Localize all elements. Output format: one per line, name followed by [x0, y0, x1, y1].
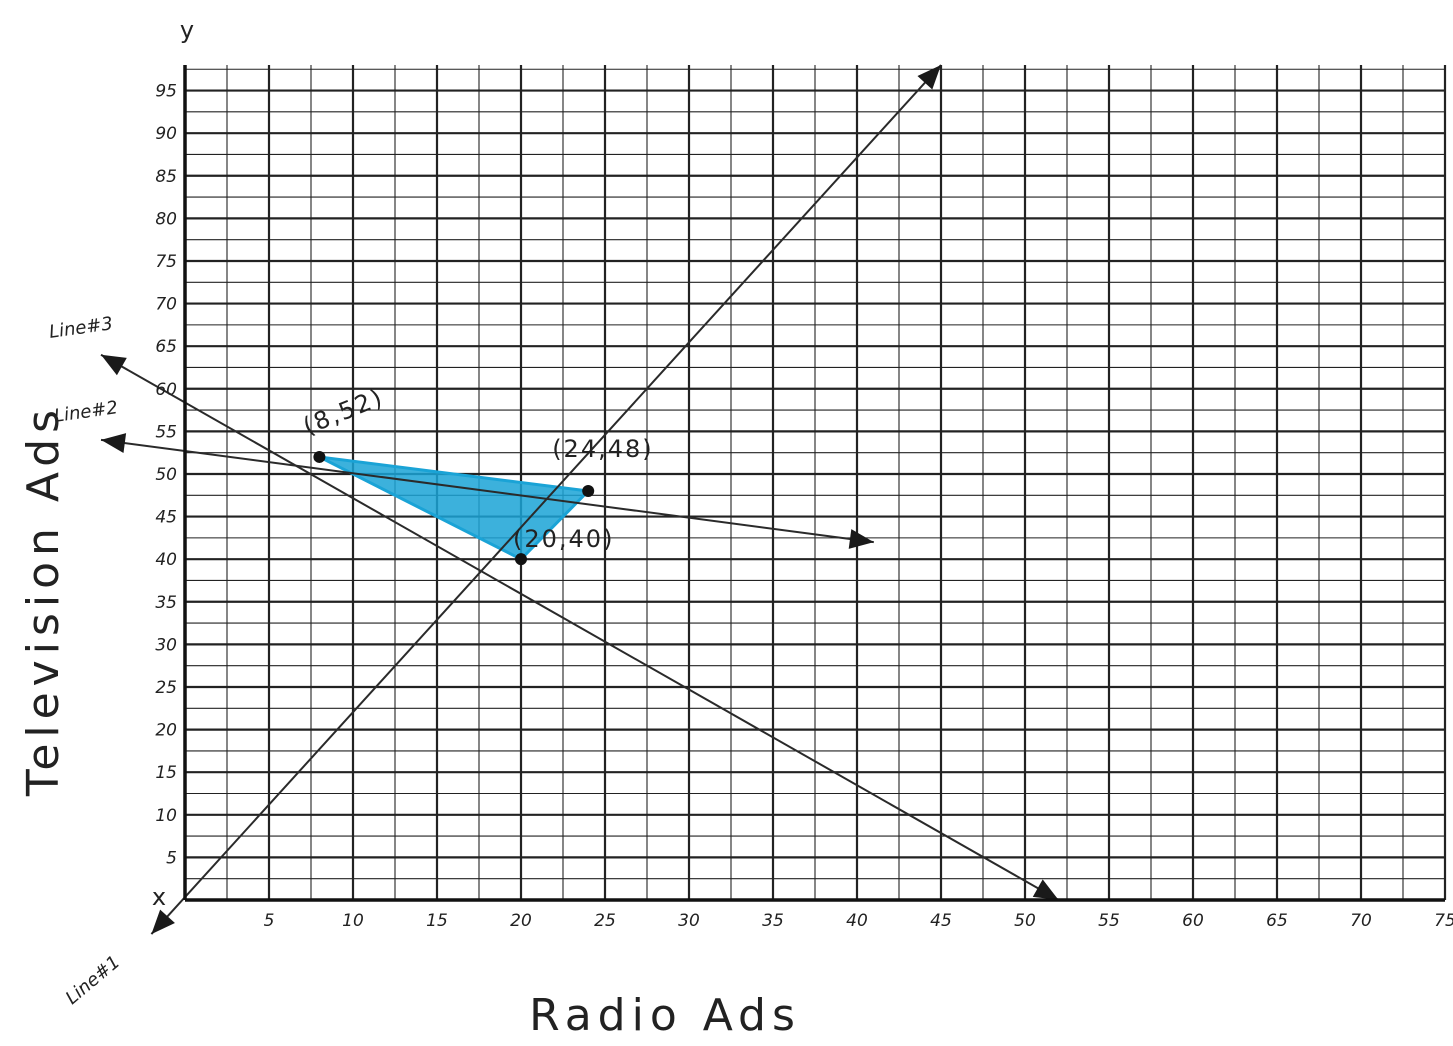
tick-labels: 5 10 15 20 25 30 35 40 45 50 55 60 65 70 75 5 10 15 20 25 30…	[155, 82, 1453, 931]
arrowhead	[917, 65, 941, 90]
series-label-line-1: Line#1	[62, 952, 125, 1009]
x-tick-label: 25	[594, 911, 616, 931]
data-point	[582, 485, 595, 498]
y-tick-label: 60	[155, 380, 177, 400]
data-point	[515, 553, 527, 566]
x-tick-label: 5	[264, 911, 275, 931]
axes	[183, 65, 1445, 902]
x-tick-label: 75	[1434, 911, 1453, 931]
series-label-line-3: Line#3	[48, 313, 114, 343]
data-point-label: (20,40)	[513, 525, 614, 553]
x-tick-label: 60	[1182, 911, 1204, 931]
x-tick-label: 10	[342, 911, 364, 931]
series-line-3	[100, 353, 1060, 901]
y-axis-letter: y	[180, 16, 196, 44]
arrowhead	[101, 433, 127, 453]
y-tick-label: 50	[155, 465, 177, 485]
x-tick-label: 40	[846, 911, 868, 931]
grid	[183, 65, 1447, 902]
y-tick-label: 65	[155, 337, 177, 357]
y-tick-label: 35	[155, 593, 177, 613]
y-tick-label: 95	[155, 82, 177, 102]
series-line-2	[100, 438, 874, 544]
y-tick-label: 10	[155, 806, 177, 826]
x-tick-label: 45	[930, 911, 952, 931]
x-tick-label: 50	[1014, 911, 1036, 931]
y-tick-label: 15	[155, 763, 177, 783]
x-tick-label: 35	[762, 911, 784, 931]
y-tick-label: 30	[155, 635, 177, 655]
x-axis-title: Radio Ads	[529, 990, 801, 1041]
y-tick-label: 80	[155, 209, 177, 229]
x-tick-label: 30	[678, 911, 700, 931]
x-tick-label: 65	[1266, 911, 1288, 931]
y-axis-title: Television Ads	[18, 404, 69, 797]
x-tick-label: 20	[510, 911, 532, 931]
y-tick-label: 45	[155, 508, 177, 528]
data-point	[313, 450, 326, 463]
y-tick-label: 20	[155, 721, 177, 741]
y-tick-label: 5	[166, 848, 177, 868]
y-tick-label: 90	[155, 124, 177, 144]
y-tick-label: 70	[155, 295, 177, 315]
x-tick-label: 55	[1098, 911, 1120, 931]
feasible-region-layer	[318, 455, 592, 562]
x-tick-label: 15	[426, 911, 448, 931]
y-tick-label: 25	[155, 678, 177, 698]
feasible-region	[318, 455, 592, 562]
x-tick-label: 70	[1350, 911, 1372, 931]
y-tick-label: 40	[155, 550, 177, 570]
x-axis-letter: x	[152, 883, 168, 911]
arrowhead	[1032, 879, 1059, 900]
y-tick-label: 85	[155, 167, 177, 187]
y-tick-label: 55	[155, 422, 177, 442]
arrowhead	[151, 909, 175, 935]
arrowhead	[848, 529, 874, 549]
arrowhead	[101, 354, 127, 376]
y-tick-label: 75	[155, 252, 177, 272]
data-point-label: (24,48)	[552, 435, 653, 463]
